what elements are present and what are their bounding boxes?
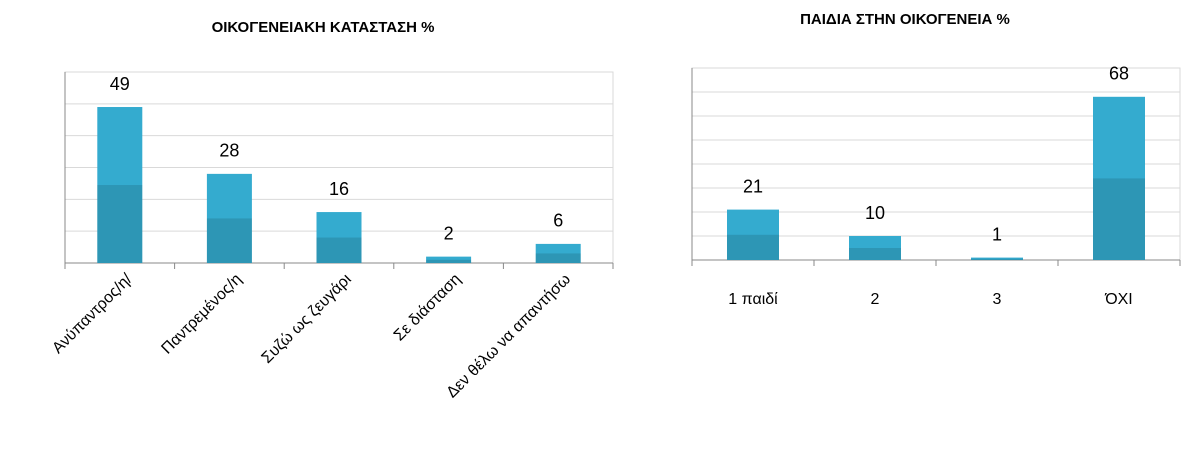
bar-shade xyxy=(1093,178,1145,260)
value-label: 21 xyxy=(743,176,763,196)
bar-shade xyxy=(426,259,472,263)
bar xyxy=(97,107,143,264)
value-label: 16 xyxy=(329,179,349,199)
x-tick-label: Συζώ ως ζευγάρι xyxy=(259,270,356,367)
chart-title: ΟΙΚΟΓΕΝΕΙΑΚΗ ΚΑΤΑΣΤΑΣΗ % xyxy=(212,19,435,36)
bar xyxy=(316,212,362,263)
bar-shade xyxy=(849,248,901,260)
x-tick-label: ΌΧΙ xyxy=(1104,291,1133,308)
value-label: 10 xyxy=(865,203,885,223)
x-tick-label: Δεν θέλω να απαντήσω xyxy=(443,271,574,402)
bar xyxy=(849,236,901,260)
value-label: 6 xyxy=(553,211,563,231)
x-tick-label: 2 xyxy=(871,291,880,308)
value-label: 28 xyxy=(219,141,239,161)
bar-shade xyxy=(316,237,362,263)
x-tick-label: 3 xyxy=(993,291,1002,308)
bar xyxy=(535,243,581,263)
bar xyxy=(727,209,779,260)
value-label: 49 xyxy=(110,74,130,94)
x-tick-label: Σε διάσταση xyxy=(391,271,465,345)
bar-shade xyxy=(535,253,581,263)
bar xyxy=(1093,96,1145,260)
bar-shade xyxy=(727,234,779,260)
bar xyxy=(206,173,252,263)
bar-shade xyxy=(971,258,1023,260)
value-label: 1 xyxy=(992,224,1002,244)
bar-shade xyxy=(97,185,143,263)
x-tick-label: Ανύπαντρος/η/ xyxy=(49,270,136,357)
value-label: 68 xyxy=(1109,64,1129,84)
value-label: 2 xyxy=(444,223,454,243)
bar xyxy=(426,256,472,263)
bar xyxy=(971,257,1023,260)
x-tick-label: Παντρεμένος/η xyxy=(158,271,245,358)
chart-title: ΠΑΙΔΙΑ ΣΤΗΝ ΟΙΚΟΓΕΝΕΙΑ % xyxy=(800,11,1010,28)
x-tick-label: 1 παιδί xyxy=(728,291,778,308)
bar-shade xyxy=(206,218,252,263)
